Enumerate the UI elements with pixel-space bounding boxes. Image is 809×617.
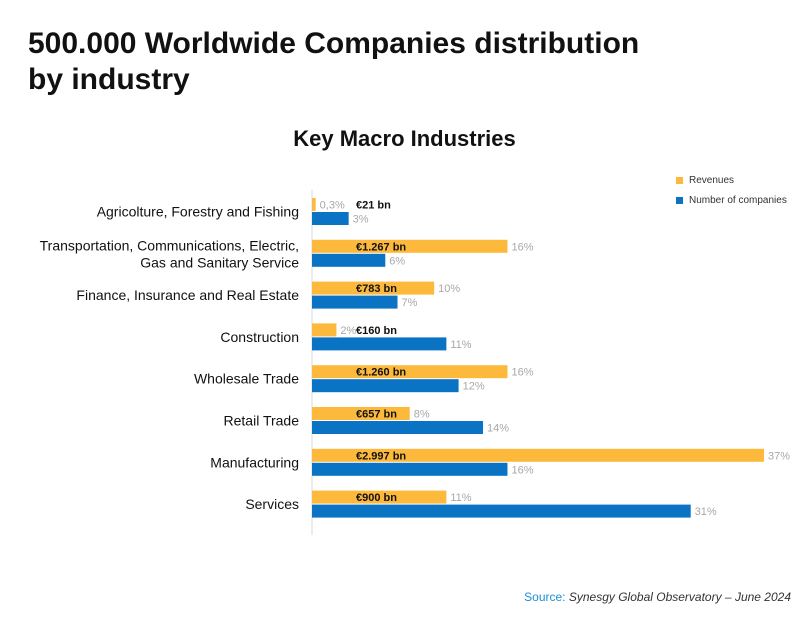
companies-pct-label: 16% <box>511 464 533 476</box>
revenue-pct-label: 10% <box>438 283 460 295</box>
revenue-pct-label: 11% <box>450 492 471 504</box>
revenue-amount-label: €657 bn <box>356 409 397 421</box>
companies-pct-label: 31% <box>695 506 717 518</box>
page-title-line2: by industry <box>28 63 190 96</box>
bar-revenues <box>312 365 508 379</box>
bar-companies <box>312 504 691 518</box>
revenue-pct-label: 8% <box>414 409 430 421</box>
chart-legend: Revenues Number of companies <box>676 170 787 210</box>
revenue-amount-label: €160 bn <box>356 325 397 337</box>
revenue-pct-label: 2% <box>340 325 356 337</box>
source-text: Synesgy Global Observatory – June 2024 <box>568 590 791 604</box>
revenue-amount-label: €1.260 bn <box>356 367 406 379</box>
page-title-line1: 500.000 Worldwide Companies distribution <box>28 27 640 60</box>
revenue-amount-label: €21 bn <box>356 200 391 212</box>
companies-pct-label: 7% <box>402 297 418 309</box>
bar-revenues <box>312 239 508 253</box>
revenue-pct-label: 16% <box>511 241 533 253</box>
category-label: Manufacturing <box>210 454 299 470</box>
revenue-amount-label: €1.267 bn <box>356 241 406 253</box>
bar-revenues <box>312 490 447 504</box>
bar-revenues <box>312 198 316 211</box>
legend-item-revenues: Revenues <box>676 170 787 190</box>
category-label: Finance, Insurance and Real Estate <box>76 287 299 303</box>
category-label: Gas and Sanitary Service <box>140 254 299 270</box>
chart-title: Key Macro Industries <box>293 126 516 151</box>
legend-swatch-revenues <box>676 176 683 184</box>
bar-companies <box>312 337 447 351</box>
bar-companies <box>312 421 484 434</box>
legend-item-companies: Number of companies <box>676 190 787 210</box>
page-title: 500.000 Worldwide Companies distribution… <box>28 26 728 98</box>
revenue-pct-label: 16% <box>511 367 533 379</box>
companies-pct-label: 14% <box>487 423 509 435</box>
revenue-amount-label: €783 bn <box>356 283 397 295</box>
companies-pct-label: 3% <box>353 214 369 226</box>
revenue-amount-label: €2.997 bn <box>356 450 406 462</box>
bar-revenues <box>312 323 337 337</box>
legend-label-revenues: Revenues <box>689 174 735 186</box>
bar-companies <box>312 379 459 393</box>
companies-pct-label: 12% <box>463 381 485 393</box>
bar-revenues <box>312 448 764 462</box>
bar-companies <box>312 295 398 309</box>
legend-label-companies: Number of companies <box>689 194 787 206</box>
category-label: Construction <box>220 329 299 345</box>
category-label: Wholesale Trade <box>194 371 299 387</box>
companies-pct-label: 6% <box>389 255 405 267</box>
revenue-pct-label: 0,3% <box>320 200 345 212</box>
bar-revenues <box>312 281 435 295</box>
companies-pct-label: 11% <box>450 339 471 351</box>
category-label: Transportation, Communications, Electric… <box>40 237 299 253</box>
category-label: Services <box>245 496 299 512</box>
legend-swatch-companies <box>676 196 683 204</box>
revenue-pct-label: 37% <box>768 450 790 462</box>
bar-companies <box>312 212 349 225</box>
source-note: Source: Synesgy Global Observatory – Jun… <box>524 590 791 604</box>
revenue-amount-label: €900 bn <box>356 492 397 504</box>
source-label: Source: <box>524 590 566 604</box>
category-label: Agricolture, Forestry and Fishing <box>97 204 299 220</box>
category-label: Retail Trade <box>224 413 300 429</box>
bar-revenues <box>312 407 410 420</box>
bar-companies <box>312 253 386 267</box>
bar-companies <box>312 462 508 476</box>
